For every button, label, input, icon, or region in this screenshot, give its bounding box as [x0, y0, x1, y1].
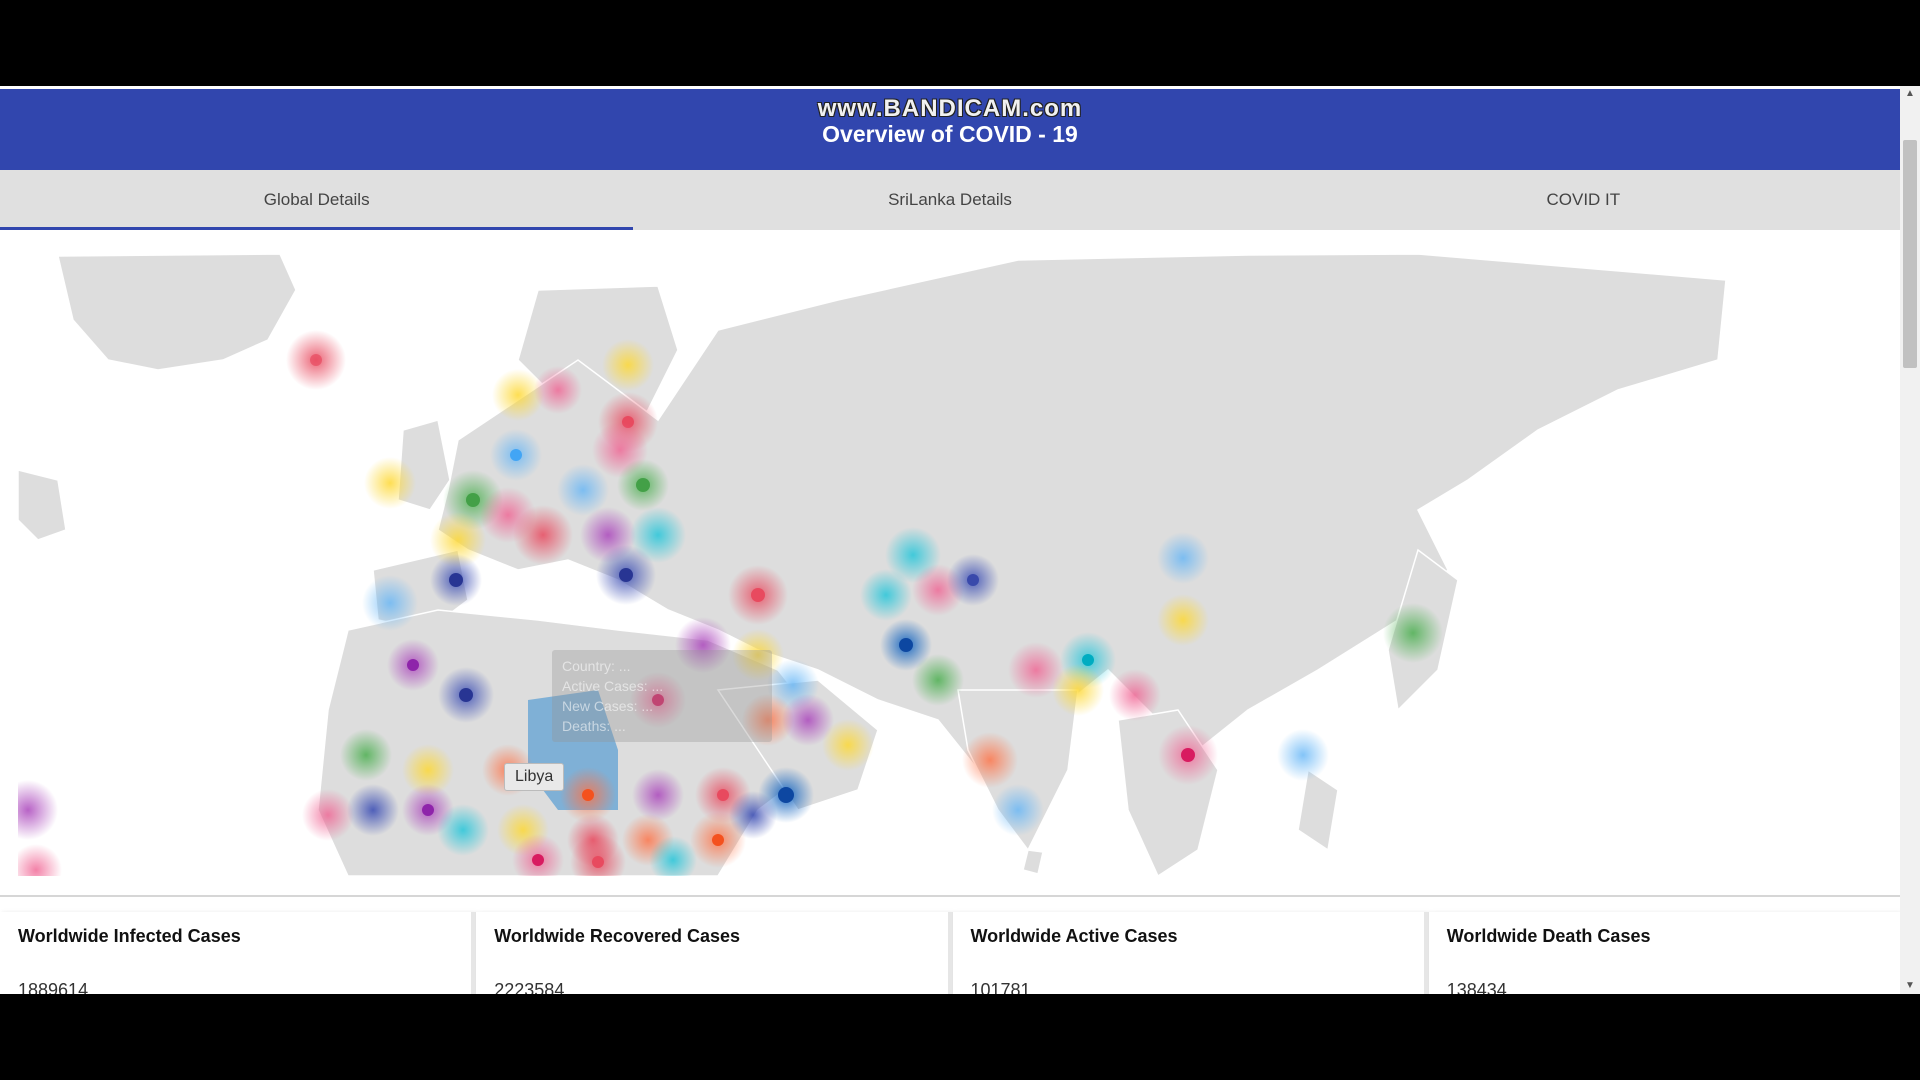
scroll-up-icon[interactable]: ▲: [1905, 88, 1915, 99]
browser-viewport: www.BANDICAM.com Overview of COVID - 19 …: [0, 86, 1920, 994]
page-title: Overview of COVID - 19: [822, 121, 1078, 147]
stat-card-deaths: Worldwide Death Cases 138434: [1428, 912, 1900, 994]
app-header: www.BANDICAM.com Overview of COVID - 19: [0, 89, 1900, 170]
world-map[interactable]: Country: ... Active Cases: ... New Cases…: [18, 250, 1726, 876]
stat-card-recovered: Worldwide Recovered Cases 2223584: [476, 912, 953, 994]
scroll-down-icon[interactable]: ▼: [1905, 980, 1915, 991]
stat-value: 2223584: [494, 980, 565, 994]
stat-value: 138434: [1446, 980, 1507, 994]
popup-line: Country: ...: [562, 658, 631, 674]
popup-line: New Cases: ...: [562, 698, 654, 714]
tab-srilanka-details[interactable]: SriLanka Details: [888, 190, 1012, 209]
stat-card-active: Worldwide Active Cases 101781: [952, 912, 1429, 994]
stats-row: Worldwide Infected Cases 1889614 Worldwi…: [0, 912, 1900, 994]
stat-value: 101781: [970, 980, 1031, 994]
section-divider: [0, 895, 1900, 897]
map-info-popup: Country: ... Active Cases: ... New Cases…: [552, 650, 772, 742]
tab-bar: Global Details SriLanka Details COVID IT: [0, 170, 1900, 230]
stat-title: Worldwide Recovered Cases: [494, 926, 741, 946]
landmass-group: [18, 253, 1726, 876]
stat-value: 1889614: [18, 980, 89, 994]
scroll-thumb[interactable]: [1903, 140, 1917, 368]
stat-card-infected: Worldwide Infected Cases 1889614: [0, 912, 477, 994]
recording-watermark: www.BANDICAM.com: [817, 95, 1083, 122]
tab-global-details[interactable]: Global Details: [0, 170, 634, 230]
tab-covid-it[interactable]: COVID IT: [1546, 190, 1621, 209]
case-bubbles: [18, 330, 1443, 876]
popup-line: Deaths: ...: [562, 718, 626, 734]
popup-line: Active Cases: ...: [562, 678, 664, 694]
stat-title: Worldwide Infected Cases: [18, 926, 241, 946]
stat-title: Worldwide Active Cases: [970, 926, 1178, 946]
map-hover-label: Libya: [504, 763, 565, 791]
stat-title: Worldwide Death Cases: [1446, 926, 1651, 946]
world-map-svg: [18, 253, 1726, 876]
vertical-scrollbar[interactable]: ▲ ▼: [1900, 86, 1920, 994]
